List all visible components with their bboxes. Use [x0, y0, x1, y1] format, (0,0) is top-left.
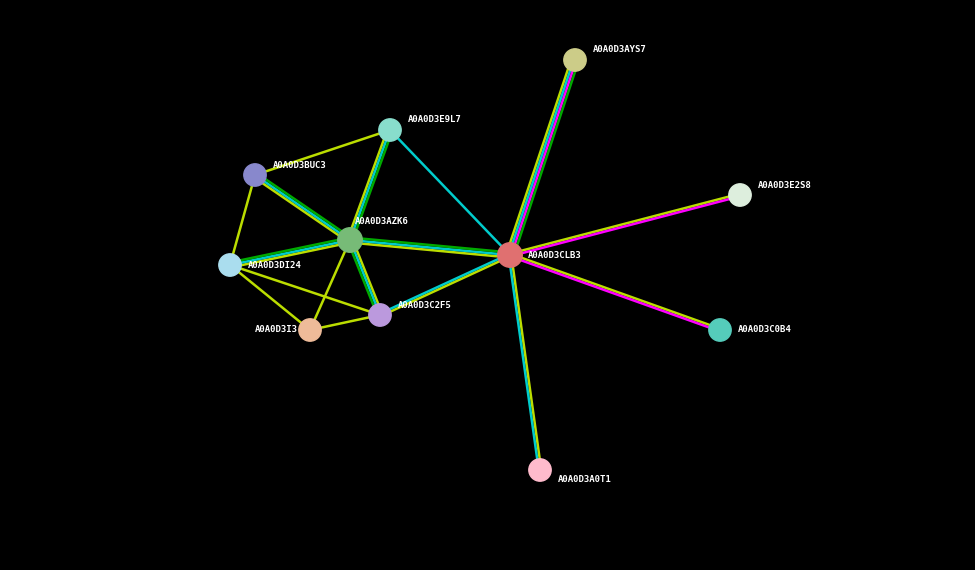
- Text: A0A0D3AYS7: A0A0D3AYS7: [593, 46, 646, 55]
- Text: A0A0D3BUC3: A0A0D3BUC3: [273, 161, 327, 169]
- Circle shape: [709, 319, 731, 341]
- Circle shape: [528, 459, 551, 481]
- Circle shape: [298, 319, 321, 341]
- Text: A0A0D3AZK6: A0A0D3AZK6: [355, 218, 409, 226]
- Circle shape: [218, 254, 241, 276]
- Circle shape: [498, 243, 523, 267]
- Text: A0A0D3A0T1: A0A0D3A0T1: [558, 475, 611, 484]
- Circle shape: [337, 228, 363, 253]
- Text: A0A0D3E9L7: A0A0D3E9L7: [408, 116, 462, 124]
- Text: A0A0D3C0B4: A0A0D3C0B4: [738, 325, 792, 335]
- Text: A0A0D3I3: A0A0D3I3: [255, 325, 298, 335]
- Text: A0A0D3CLB3: A0A0D3CLB3: [528, 250, 582, 259]
- Circle shape: [729, 184, 751, 206]
- Text: A0A0D3C2F5: A0A0D3C2F5: [398, 300, 451, 310]
- Text: A0A0D3E2S8: A0A0D3E2S8: [758, 181, 812, 189]
- Circle shape: [369, 304, 391, 326]
- Circle shape: [379, 119, 401, 141]
- Circle shape: [564, 49, 586, 71]
- Circle shape: [244, 164, 266, 186]
- Text: A0A0D3DI24: A0A0D3DI24: [248, 260, 301, 270]
